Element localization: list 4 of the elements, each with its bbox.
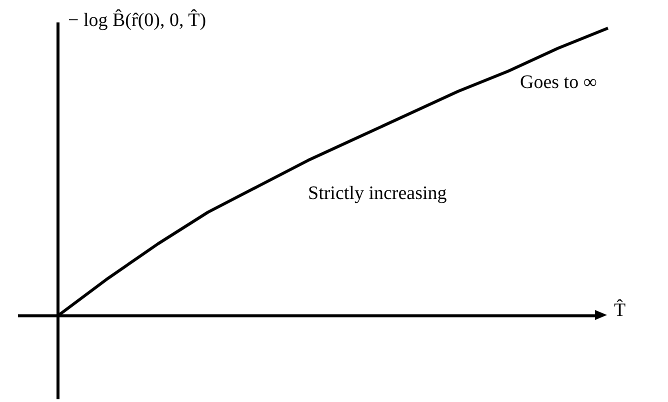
x-axis-title: T̂	[614, 300, 626, 322]
annotation: Strictly increasing	[308, 183, 447, 205]
y-axis-title: − log B̂(r̂(0), 0, T̂)	[68, 10, 206, 32]
annotation: Goes to ∞	[520, 72, 597, 94]
